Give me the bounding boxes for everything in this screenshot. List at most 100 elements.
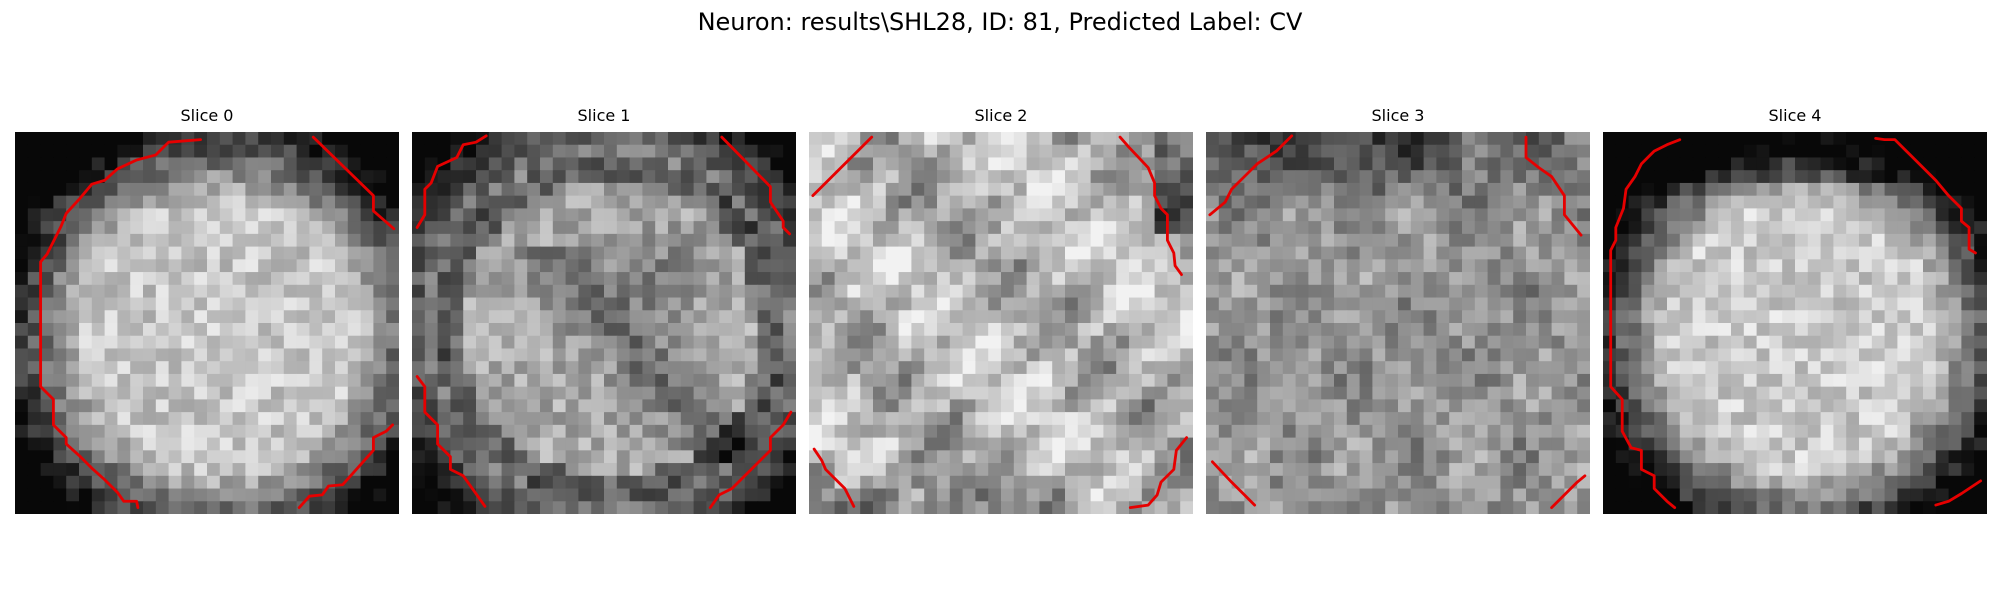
image-pixel <box>1743 195 1758 209</box>
image-pixel <box>437 284 451 299</box>
image-pixel <box>1551 437 1565 451</box>
image-pixel <box>911 424 925 439</box>
image-pixel <box>424 297 439 311</box>
image-pixel <box>1731 335 1745 349</box>
image-pixel <box>1526 297 1540 311</box>
image-pixel <box>373 297 387 311</box>
image-pixel <box>655 182 669 197</box>
image-pixel <box>629 208 643 222</box>
image-pixel <box>809 386 823 400</box>
slice-panel-1: Slice 1 <box>412 106 796 516</box>
image-pixel <box>207 310 221 324</box>
image-pixel <box>1270 424 1284 439</box>
image-pixel <box>1756 424 1770 439</box>
image-pixel <box>360 132 374 146</box>
image-pixel <box>360 272 374 286</box>
image-pixel <box>1654 195 1668 209</box>
image-pixel <box>335 373 349 388</box>
image-pixel <box>168 170 182 184</box>
image-pixel <box>1346 501 1361 514</box>
image-pixel <box>1334 386 1348 400</box>
image-pixel <box>1167 424 1181 439</box>
image-pixel <box>258 437 272 451</box>
image-pixel <box>1385 399 1399 413</box>
image-pixel <box>66 310 80 324</box>
image-pixel <box>860 310 874 324</box>
image-pixel <box>296 132 310 146</box>
image-pixel <box>988 475 1002 490</box>
image-pixel <box>1462 373 1476 388</box>
image-pixel <box>15 144 29 158</box>
image-pixel <box>1795 246 1809 260</box>
image-pixel <box>296 412 310 426</box>
image-pixel <box>1206 310 1220 324</box>
image-pixel <box>245 348 259 362</box>
image-pixel <box>834 412 848 426</box>
image-pixel <box>1769 246 1783 260</box>
image-pixel <box>1154 144 1168 158</box>
image-pixel <box>732 259 746 273</box>
image-pixel <box>732 437 746 451</box>
image-pixel <box>744 310 759 324</box>
image-pixel <box>988 450 1002 464</box>
image-pixel <box>143 361 157 375</box>
image-pixel <box>514 450 528 464</box>
image-pixel <box>1116 323 1130 337</box>
image-pixel <box>1667 386 1681 400</box>
image-pixel <box>783 348 796 362</box>
image-pixel <box>271 501 285 514</box>
image-pixel <box>296 272 310 286</box>
image-pixel <box>540 272 554 286</box>
image-pixel <box>1359 475 1373 490</box>
image-pixel <box>757 246 771 260</box>
image-pixel <box>117 272 131 286</box>
image-pixel <box>181 386 195 400</box>
image-pixel <box>809 323 823 337</box>
image-pixel <box>232 195 246 209</box>
image-pixel <box>898 335 912 349</box>
image-pixel <box>1013 233 1028 248</box>
image-pixel <box>1538 450 1553 464</box>
image-pixel <box>309 463 323 477</box>
image-pixel <box>1526 348 1540 362</box>
image-pixel <box>1410 157 1425 171</box>
image-pixel <box>885 373 900 388</box>
image-pixel <box>578 284 592 299</box>
image-pixel <box>1577 246 1590 260</box>
image-pixel <box>1103 157 1117 171</box>
image-pixel <box>1090 132 1104 146</box>
image-pixel <box>962 373 976 388</box>
image-pixel <box>501 450 515 464</box>
image-pixel <box>757 310 771 324</box>
image-pixel <box>219 335 234 349</box>
image-pixel <box>668 144 682 158</box>
image-pixel <box>1474 246 1489 260</box>
image-pixel <box>873 233 887 248</box>
image-pixel <box>1308 323 1322 337</box>
image-pixel <box>117 475 131 490</box>
image-pixel <box>1782 284 1796 299</box>
image-pixel <box>988 310 1002 324</box>
image-pixel <box>1667 246 1681 260</box>
image-pixel <box>245 488 259 502</box>
image-pixel <box>1513 297 1527 311</box>
image-pixel <box>565 144 579 158</box>
image-pixel <box>565 182 579 197</box>
image-pixel <box>1910 501 1924 514</box>
image-pixel <box>1743 424 1758 439</box>
image-pixel <box>15 221 29 235</box>
image-pixel <box>1846 284 1860 299</box>
image-pixel <box>1654 335 1668 349</box>
image-pixel <box>386 157 399 171</box>
image-pixel <box>347 488 362 502</box>
image-pixel <box>565 348 579 362</box>
image-pixel <box>1897 323 1911 337</box>
image-pixel <box>360 246 374 260</box>
image-pixel <box>1385 182 1399 197</box>
image-pixel <box>1116 170 1130 184</box>
image-pixel <box>1910 412 1924 426</box>
image-pixel <box>1052 132 1066 146</box>
image-pixel <box>655 284 669 299</box>
image-pixel <box>1718 348 1732 362</box>
image-pixel <box>1026 221 1040 235</box>
